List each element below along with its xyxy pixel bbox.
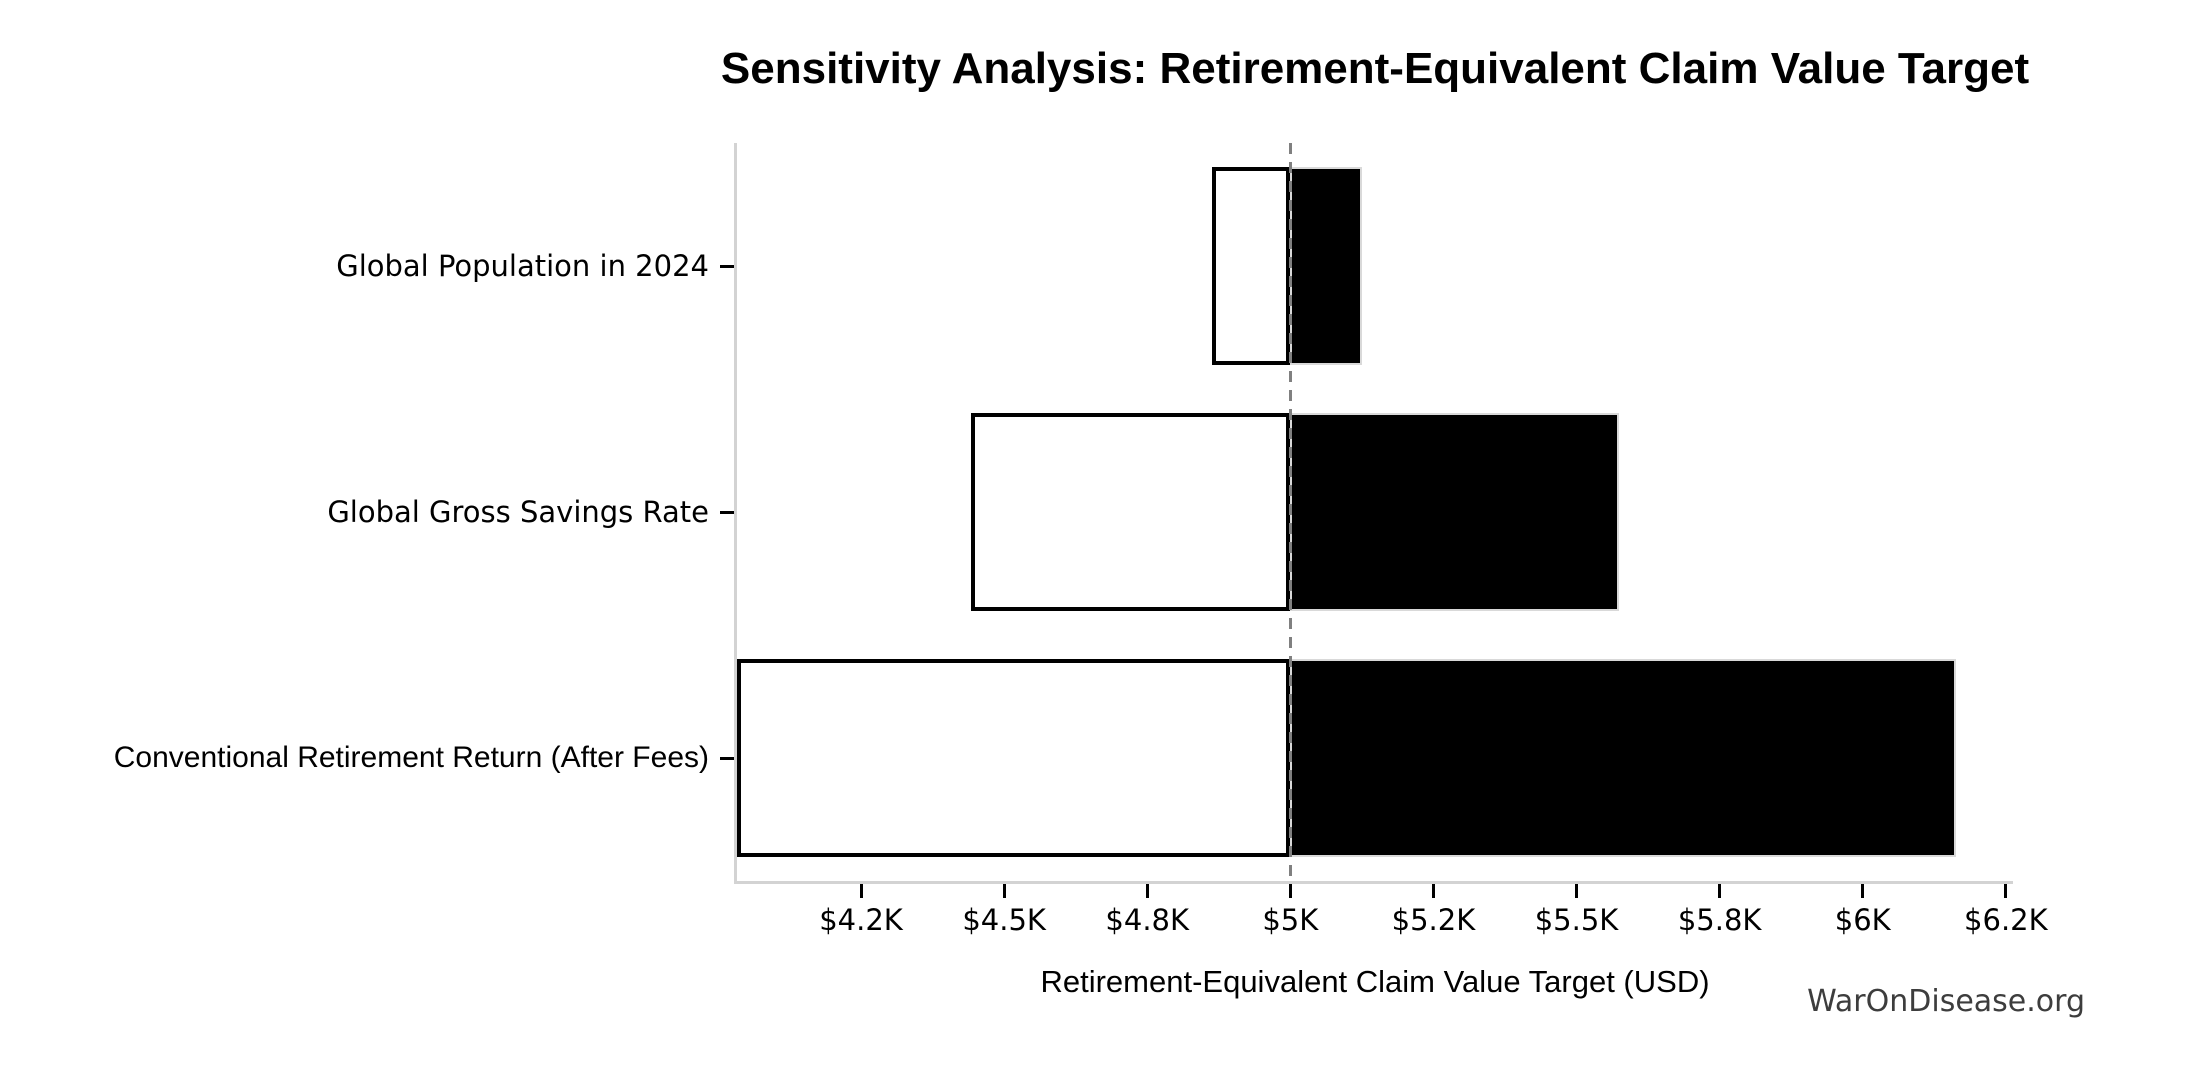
baseline-dashed-line <box>1288 143 1292 881</box>
plot-area: Global Population in 2024 Global Gross Sa… <box>114 143 2048 937</box>
bar-high-segment <box>1290 413 1620 611</box>
x-axis-tick <box>2004 884 2008 898</box>
x-tick-label: $5.8K <box>1677 903 1762 937</box>
x-tick-label: $5.5K <box>1534 903 1619 937</box>
x-axis-tick <box>1718 884 1722 898</box>
x-tick-label: $6K <box>1834 903 1891 937</box>
y-tick-label: Global Population in 2024 <box>336 249 709 283</box>
y-axis-tick <box>720 510 734 514</box>
bar-low-segment <box>970 413 1291 611</box>
x-tick-label: $4.8K <box>1105 903 1190 937</box>
y-axis-tick <box>720 264 734 268</box>
x-axis-tick <box>1145 884 1149 898</box>
x-tick-label: $4.2K <box>819 903 903 937</box>
x-tick-label: $5K <box>1262 903 1319 937</box>
x-axis-tick <box>859 884 863 898</box>
x-axis-tick <box>1431 884 1435 898</box>
y-axis-tick <box>720 756 734 760</box>
y-tick-label: Conventional Retirement Return (After Fe… <box>113 741 709 774</box>
y-tick-label: Global Gross Savings Rate <box>327 495 709 529</box>
x-tick-label: $5.2K <box>1391 903 1476 937</box>
bar-high-segment <box>1290 167 1362 365</box>
bar-low-segment <box>737 659 1291 857</box>
x-axis-tick <box>1002 884 1006 898</box>
bar-high-segment <box>1290 659 1956 857</box>
x-tick-label: $6.2K <box>1964 903 2048 937</box>
chart-title: Sensitivity Analysis: Retirement-Equival… <box>720 44 2030 93</box>
x-axis-tick <box>1861 884 1865 898</box>
x-axis-tick <box>1288 884 1292 898</box>
bar-low-segment <box>1211 167 1291 365</box>
x-tick-label: $4.5K <box>962 903 1046 937</box>
x-axis-tick <box>1575 884 1579 898</box>
watermark-text: WarOnDisease.org <box>1807 984 2085 1019</box>
x-axis-label: Retirement-Equivalent Claim Value Target… <box>1040 964 1710 999</box>
